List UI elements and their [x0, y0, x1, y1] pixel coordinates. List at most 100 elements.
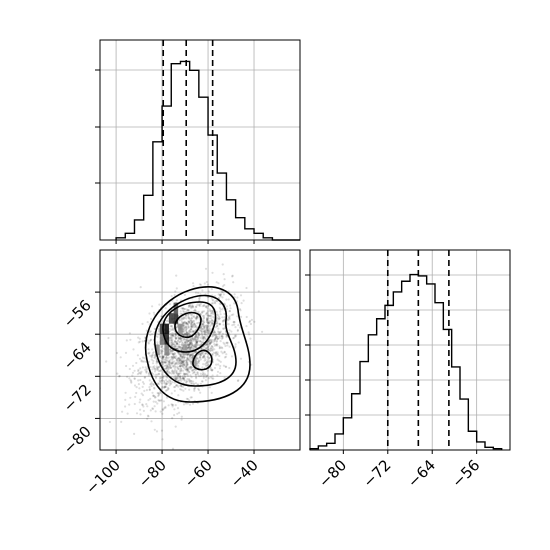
- scatter-point: [172, 332, 175, 335]
- scatter-point: [133, 384, 137, 387]
- scatter-point: [219, 323, 222, 326]
- scatter-point: [170, 341, 173, 345]
- scatter-point: [145, 403, 148, 406]
- scatter-point: [154, 368, 157, 371]
- scatter-point: [177, 372, 180, 375]
- scatter-point: [216, 353, 219, 356]
- scatter-point: [229, 304, 232, 307]
- scatter-point: [170, 324, 173, 327]
- scatter-point: [214, 354, 217, 357]
- scatter-point: [197, 343, 200, 346]
- scatter-point: [201, 289, 204, 292]
- scatter-point: [173, 414, 176, 417]
- scatter-point: [169, 366, 172, 369]
- scatter-point: [218, 317, 221, 320]
- scatter-point: [157, 370, 160, 373]
- scatter-point: [215, 340, 218, 343]
- scatter-point: [194, 345, 197, 348]
- scatter-point: [191, 372, 194, 375]
- scatter-point: [223, 343, 226, 346]
- scatter-point: [190, 321, 194, 324]
- scatter-point: [177, 360, 180, 363]
- scatter-point: [138, 387, 141, 390]
- scatter-point: [196, 342, 199, 345]
- scatter-point: [203, 329, 207, 332]
- scatter-point: [206, 325, 209, 328]
- scatter-point: [162, 347, 165, 350]
- scatter-point: [184, 321, 188, 325]
- scatter-point: [182, 339, 185, 342]
- scatter-point: [197, 338, 200, 341]
- scatter-point: [147, 341, 150, 344]
- scatter-point: [186, 356, 189, 359]
- scatter-point: [199, 391, 202, 394]
- scatter-point: [203, 359, 206, 362]
- scatter-point: [208, 314, 211, 317]
- scatter-point: [187, 353, 190, 356]
- scatter-point: [194, 351, 197, 354]
- scatter-point: [170, 350, 173, 353]
- scatter-point: [155, 362, 158, 365]
- scatter-point: [213, 366, 217, 370]
- scatter-point: [199, 372, 202, 375]
- scatter-point: [182, 358, 185, 361]
- scatter-point: [227, 298, 230, 301]
- scatter-point: [199, 326, 202, 329]
- scatter-point: [182, 333, 185, 336]
- scatter-point: [204, 306, 208, 309]
- scatter-point: [172, 372, 175, 375]
- scatter-point: [158, 303, 161, 306]
- scatter-point: [188, 379, 191, 382]
- scatter-point: [214, 352, 217, 355]
- scatter-point: [153, 313, 156, 316]
- scatter-point: [172, 342, 175, 345]
- scatter-point: [198, 333, 201, 336]
- scatter-point: [178, 353, 181, 356]
- scatter-point: [182, 316, 185, 319]
- density-cell-8: [164, 344, 169, 356]
- scatter-point: [228, 318, 231, 321]
- scatter-point: [156, 368, 159, 371]
- scatter-point: [211, 309, 214, 312]
- scatter-point: [211, 319, 214, 322]
- scatter-point: [176, 342, 179, 345]
- scatter-point: [174, 365, 177, 368]
- scatter-point: [223, 350, 226, 353]
- scatter-point: [157, 333, 160, 336]
- scatter-point: [169, 303, 172, 306]
- scatter-point: [193, 325, 197, 328]
- scatter-point: [161, 357, 164, 361]
- scatter-point: [217, 331, 220, 334]
- scatter-point: [189, 341, 192, 344]
- scatter-point: [105, 360, 108, 363]
- scatter-point: [194, 350, 197, 353]
- scatter-point: [183, 307, 186, 311]
- scatter-point: [204, 313, 208, 316]
- scatter-point: [212, 377, 215, 380]
- scatter-point: [130, 380, 133, 383]
- scatter-point: [154, 375, 158, 378]
- scatter-point: [200, 330, 203, 333]
- scatter-point: [205, 333, 208, 337]
- scatter-point: [181, 307, 184, 310]
- scatter-point: [151, 352, 154, 355]
- scatter-point: [174, 374, 177, 377]
- scatter-point: [172, 353, 175, 356]
- scatter-point: [202, 319, 205, 322]
- scatter-point: [181, 360, 184, 363]
- scatter-point: [171, 356, 175, 359]
- scatter-point: [178, 370, 181, 373]
- scatter-point: [211, 368, 214, 371]
- density-cell-10: [182, 344, 188, 356]
- scatter-point: [182, 361, 185, 364]
- scatter-point: [174, 332, 177, 335]
- scatter-point: [182, 307, 185, 310]
- scatter-point: [206, 343, 209, 346]
- scatter-point: [184, 381, 187, 385]
- scatter-point: [188, 330, 191, 333]
- scatter-point: [192, 344, 195, 347]
- scatter-point: [201, 322, 204, 326]
- scatter-point: [191, 304, 194, 307]
- scatter-point: [139, 408, 142, 411]
- scatter-point: [185, 322, 189, 325]
